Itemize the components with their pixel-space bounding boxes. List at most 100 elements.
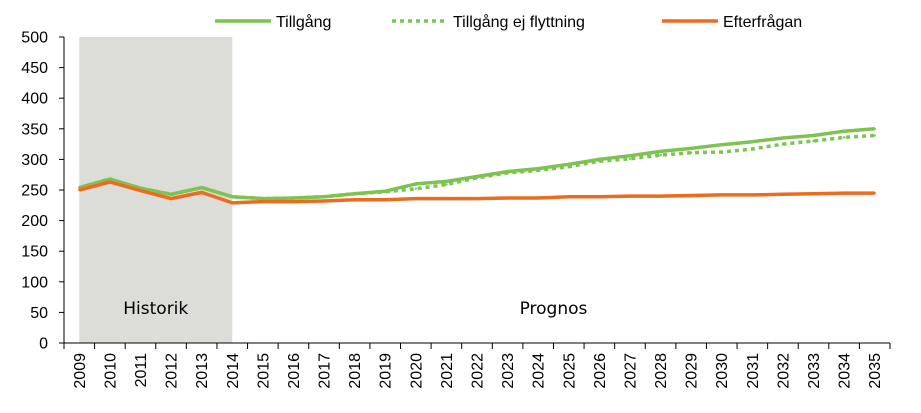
x-tick-label: 2016 bbox=[286, 353, 303, 389]
x-tick-label: 2020 bbox=[408, 353, 425, 389]
x-tick-label: 2034 bbox=[837, 353, 854, 389]
x-tick-label: 2019 bbox=[378, 353, 395, 389]
x-tick-label: 2022 bbox=[470, 353, 487, 389]
series-3-point bbox=[292, 200, 295, 203]
series-3-point bbox=[812, 192, 815, 195]
x-tick-label: 2018 bbox=[347, 353, 364, 389]
series-3-point bbox=[384, 198, 387, 201]
series-3-point bbox=[78, 188, 81, 192]
x-tick-label: 2024 bbox=[531, 353, 548, 389]
series-2-point bbox=[200, 186, 203, 189]
series-3-point bbox=[139, 189, 142, 192]
x-tick-label: 2032 bbox=[775, 353, 792, 389]
series-3-point bbox=[751, 193, 754, 197]
series-1-point bbox=[659, 150, 662, 153]
series-3-point bbox=[200, 191, 203, 194]
series-1-point bbox=[812, 134, 815, 137]
series-2-point bbox=[445, 183, 448, 186]
annotation-label: Prognos bbox=[520, 299, 588, 319]
series-3-point bbox=[108, 180, 112, 184]
x-tick-label: 2009 bbox=[72, 353, 89, 389]
series-3-point bbox=[689, 194, 693, 197]
series-1-point bbox=[628, 154, 632, 157]
x-tick-label: 2027 bbox=[622, 353, 639, 389]
series-2-point bbox=[628, 157, 632, 160]
x-tick-label: 2025 bbox=[561, 353, 578, 389]
series-2-point bbox=[812, 139, 815, 143]
y-tick-label: 350 bbox=[21, 121, 48, 138]
y-tick-label: 100 bbox=[21, 274, 48, 291]
series-2-point bbox=[842, 136, 846, 139]
series-3-point bbox=[567, 195, 570, 198]
x-tick-label: 2017 bbox=[317, 353, 334, 389]
series-3-point bbox=[842, 191, 846, 195]
series-1-point bbox=[781, 136, 785, 140]
x-tick-label: 2028 bbox=[653, 353, 670, 389]
series-1-point bbox=[751, 140, 754, 143]
series-line-2 bbox=[78, 133, 875, 201]
series-3-point bbox=[475, 197, 479, 200]
x-tick-label: 2029 bbox=[684, 353, 701, 389]
y-tick-label: 300 bbox=[21, 152, 48, 169]
x-tick-label: 2031 bbox=[745, 353, 762, 389]
series-2-point bbox=[231, 195, 234, 198]
series-2-point bbox=[720, 150, 723, 154]
y-tick-label: 500 bbox=[21, 30, 48, 47]
series-1-point bbox=[445, 180, 448, 183]
series-3-point bbox=[873, 191, 876, 195]
x-tick-label: 2013 bbox=[194, 353, 211, 389]
y-tick-label: 450 bbox=[21, 60, 48, 77]
series-3-point bbox=[169, 197, 173, 200]
series-2-point bbox=[781, 142, 785, 146]
series-2-point bbox=[353, 192, 356, 195]
y-tick-label: 250 bbox=[21, 183, 48, 200]
series-3-point bbox=[445, 197, 448, 200]
legend-label-3: Efterfrågan bbox=[723, 13, 802, 31]
series-2-point bbox=[475, 176, 479, 179]
series-2-point bbox=[689, 151, 693, 154]
y-tick-label: 200 bbox=[21, 213, 48, 230]
series-3-point bbox=[659, 194, 662, 198]
series-2-point bbox=[751, 147, 754, 151]
y-tick-label: 50 bbox=[30, 305, 48, 322]
series-2-point bbox=[261, 197, 265, 200]
series-3-point bbox=[353, 198, 356, 201]
series-2-point bbox=[536, 169, 540, 172]
x-tick-label: 2012 bbox=[164, 353, 181, 389]
x-tick-label: 2033 bbox=[806, 353, 823, 389]
series-2-point bbox=[598, 160, 601, 163]
series-1-point bbox=[689, 147, 693, 150]
annotation-label: Historik bbox=[123, 299, 188, 319]
series-2-point bbox=[108, 177, 112, 181]
x-tick-label: 2021 bbox=[439, 353, 456, 389]
x-tick-label: 2026 bbox=[592, 353, 609, 389]
series-3-point bbox=[322, 199, 326, 203]
series-1-point bbox=[720, 143, 723, 146]
x-tick-label: 2011 bbox=[133, 353, 150, 388]
series-2-point bbox=[384, 190, 387, 194]
series-1-point bbox=[414, 182, 418, 186]
series-3-point bbox=[414, 197, 418, 200]
x-tick-label: 2014 bbox=[225, 353, 242, 389]
legend-label-2: Tillgång ej flyttning bbox=[453, 13, 585, 31]
series-3-point bbox=[628, 194, 632, 198]
y-tick-label: 150 bbox=[21, 244, 48, 261]
x-tick-label: 2023 bbox=[500, 353, 517, 389]
series-1-point bbox=[842, 130, 846, 133]
x-tick-label: 2030 bbox=[714, 353, 731, 389]
series-2-point bbox=[506, 171, 509, 175]
series-3-point bbox=[536, 196, 540, 200]
series-2-point bbox=[414, 187, 418, 190]
legend-label-1: Tillgång bbox=[276, 13, 331, 31]
series-1-point bbox=[873, 127, 876, 130]
series-3-point bbox=[261, 200, 265, 203]
series-3-point bbox=[781, 193, 785, 196]
y-tick-label: 400 bbox=[21, 91, 48, 108]
series-2-point bbox=[322, 195, 326, 198]
series-3-point bbox=[720, 193, 723, 197]
series-2-point bbox=[567, 165, 570, 168]
series-2-point bbox=[292, 196, 295, 200]
x-tick-label: 2015 bbox=[255, 353, 272, 389]
x-tick-label: 2010 bbox=[102, 353, 119, 389]
